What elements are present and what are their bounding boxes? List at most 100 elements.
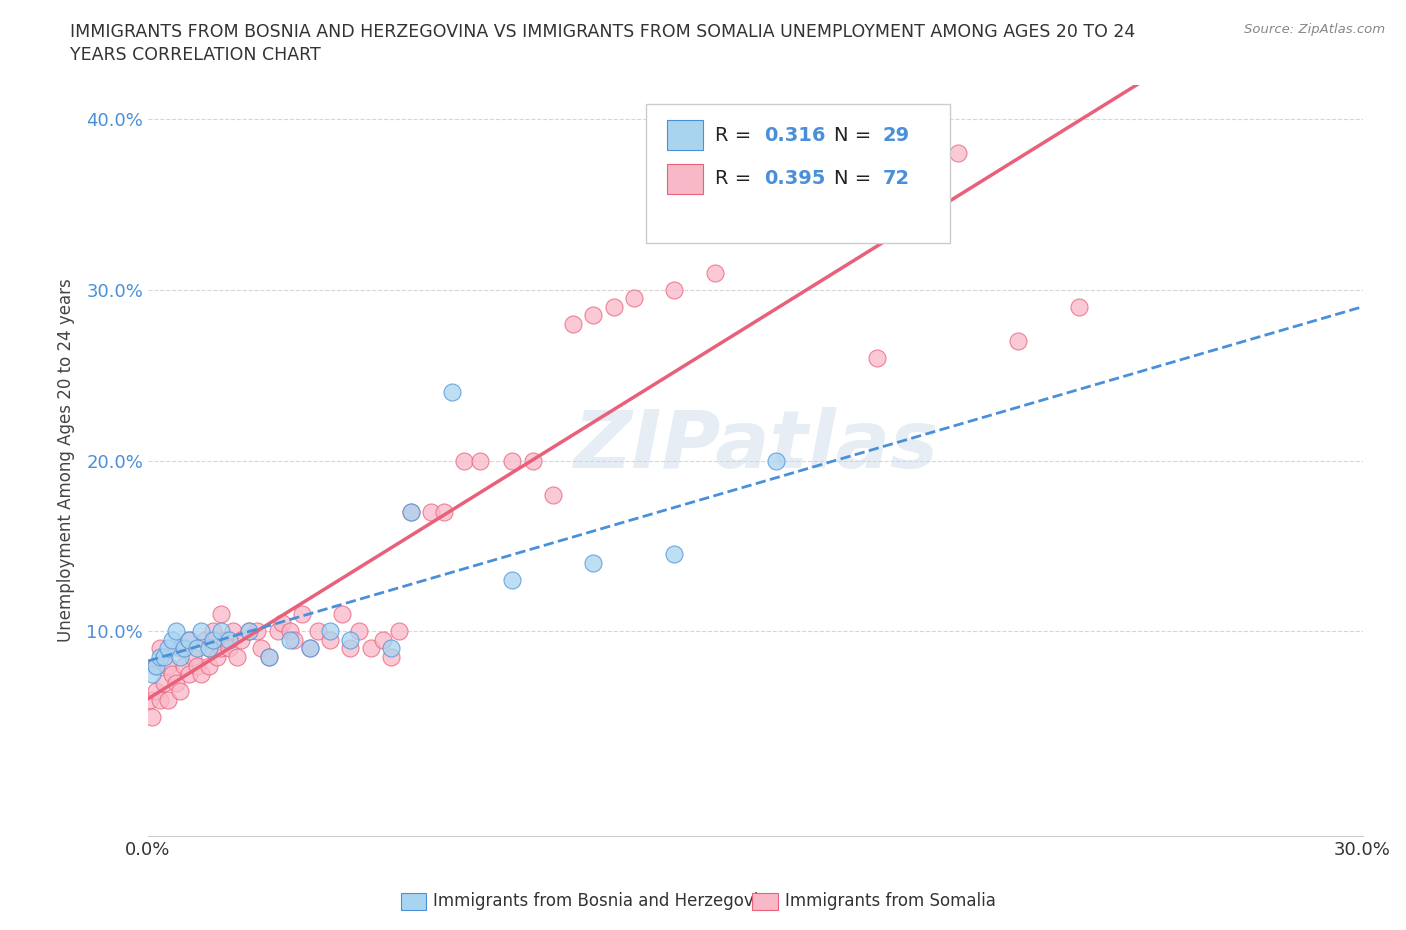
Point <box>186 658 208 673</box>
Text: 0.395: 0.395 <box>763 169 825 188</box>
Point <box>238 624 260 639</box>
Point <box>664 283 686 298</box>
Point <box>139 692 162 707</box>
Point <box>785 179 807 194</box>
Text: 72: 72 <box>883 169 910 188</box>
Point <box>522 453 544 468</box>
Point <box>209 641 232 656</box>
Point <box>173 641 195 656</box>
Point <box>501 573 523 588</box>
Point <box>765 197 787 212</box>
Point <box>347 624 370 639</box>
Point <box>283 632 305 647</box>
Point <box>307 624 329 639</box>
Point <box>866 351 889 365</box>
Point <box>153 675 176 690</box>
Point <box>169 649 191 664</box>
Point <box>169 684 191 698</box>
Point <box>181 649 204 664</box>
Point <box>197 641 219 656</box>
Point <box>222 624 245 639</box>
Text: Immigrants from Somalia: Immigrants from Somalia <box>785 892 995 910</box>
Point <box>664 547 686 562</box>
Point <box>388 624 411 639</box>
Point <box>319 624 342 639</box>
Text: R =: R = <box>716 126 758 144</box>
Point <box>266 624 288 639</box>
Point <box>201 624 224 639</box>
Point <box>205 649 228 664</box>
Point <box>582 308 605 323</box>
Point <box>169 641 191 656</box>
Point <box>602 299 624 314</box>
Point <box>246 624 269 639</box>
Point <box>186 641 208 656</box>
Point <box>259 649 281 664</box>
Point <box>278 624 301 639</box>
Point <box>165 675 187 690</box>
Text: R =: R = <box>716 169 758 188</box>
Bar <box>666 120 703 150</box>
Point <box>149 649 172 664</box>
Point <box>141 710 163 724</box>
Point <box>218 641 240 656</box>
Point <box>157 692 180 707</box>
Point <box>380 649 402 664</box>
Point <box>703 265 725 280</box>
Point <box>177 632 200 647</box>
Point <box>149 692 172 707</box>
Point <box>330 607 353 622</box>
Point <box>201 632 224 647</box>
Point <box>291 607 314 622</box>
Point <box>194 632 217 647</box>
Point <box>250 641 273 656</box>
Point <box>541 487 564 502</box>
Text: Immigrants from Bosnia and Herzegovina: Immigrants from Bosnia and Herzegovina <box>433 892 779 910</box>
Point <box>623 291 645 306</box>
Point <box>145 658 167 673</box>
Point <box>380 641 402 656</box>
Point <box>582 555 605 570</box>
FancyBboxPatch shape <box>645 103 949 243</box>
Point <box>270 616 292 631</box>
Point <box>339 641 361 656</box>
Point <box>197 658 219 673</box>
Point <box>298 641 321 656</box>
Point <box>501 453 523 468</box>
Point <box>162 667 184 682</box>
Bar <box>666 164 703 193</box>
Point <box>157 658 180 673</box>
Point <box>145 658 167 673</box>
Text: YEARS CORRELATION CHART: YEARS CORRELATION CHART <box>70 46 321 64</box>
Y-axis label: Unemployment Among Ages 20 to 24 years: Unemployment Among Ages 20 to 24 years <box>58 279 75 643</box>
Point <box>177 667 200 682</box>
Point <box>453 453 475 468</box>
Point <box>238 624 260 639</box>
Point <box>165 624 187 639</box>
Point <box>399 504 422 519</box>
Point <box>420 504 443 519</box>
Point <box>371 632 394 647</box>
Point <box>141 667 163 682</box>
Point <box>360 641 382 656</box>
Point <box>177 632 200 647</box>
Point <box>339 632 361 647</box>
Text: 0.316: 0.316 <box>763 126 825 144</box>
Point <box>173 658 195 673</box>
Point <box>468 453 491 468</box>
Point <box>399 504 422 519</box>
Point <box>226 649 249 664</box>
Point <box>259 649 281 664</box>
Point <box>765 453 787 468</box>
Point <box>197 641 219 656</box>
Point <box>209 624 232 639</box>
Point <box>825 163 848 178</box>
Point <box>149 641 172 656</box>
Point <box>157 641 180 656</box>
Text: IMMIGRANTS FROM BOSNIA AND HERZEGOVINA VS IMMIGRANTS FROM SOMALIA UNEMPLOYMENT A: IMMIGRANTS FROM BOSNIA AND HERZEGOVINA V… <box>70 23 1136 41</box>
Point <box>190 624 212 639</box>
Point <box>218 632 240 647</box>
Point <box>162 632 184 647</box>
Point <box>278 632 301 647</box>
Point <box>231 632 253 647</box>
